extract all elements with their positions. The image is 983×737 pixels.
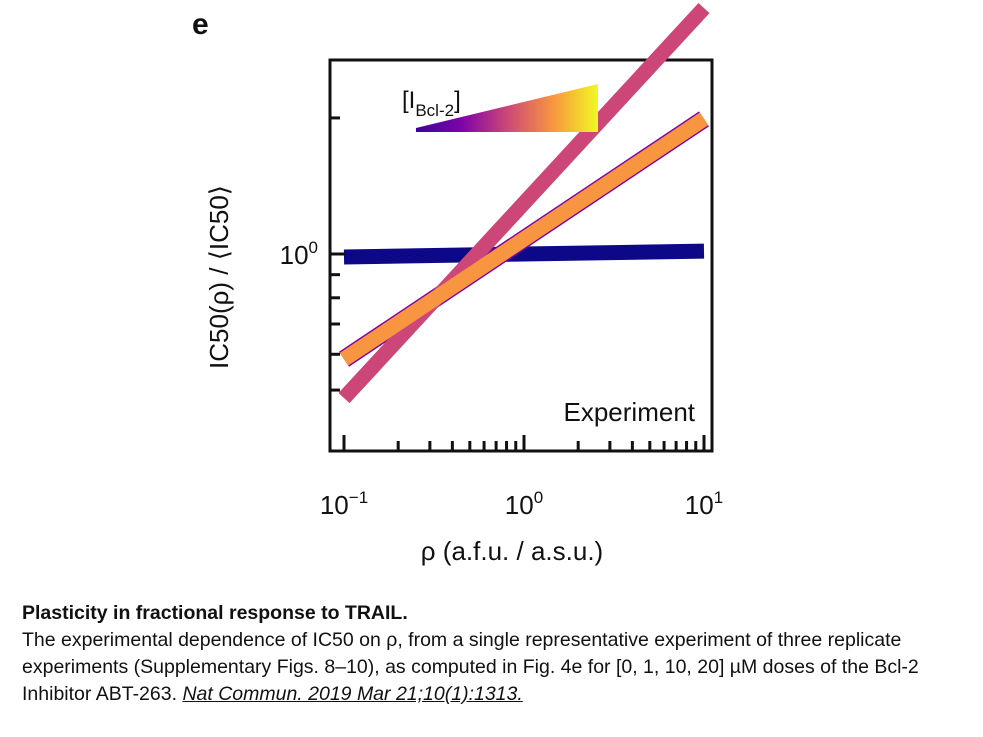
chart: 10−1 100 101 100 IC50(ρ) / ⟨IC50⟩ [IBcl-2] E…: [204, 2, 723, 566]
axis-layer: 10−1 100 101 100 IC50(ρ) / ⟨IC50⟩: [204, 116, 723, 520]
x-tick-label: 101: [685, 488, 723, 520]
x-tick-label: 10−1: [320, 488, 368, 520]
series-low-line: [343, 243, 705, 265]
y-tick-label: 100: [280, 238, 318, 270]
legend: [IBcl-2]: [402, 84, 598, 132]
caption-citation: Nat Commun. 2019 Mar 21;10(1):1313.: [182, 683, 523, 705]
legend-label: [IBcl-2]: [402, 87, 461, 120]
caption-body: The experimental dependence of IC50 on ρ…: [22, 629, 919, 705]
series-high-line-top: [339, 112, 709, 366]
panel-label: e: [192, 8, 209, 41]
figure-caption: Plasticity in fractional response to TRA…: [22, 600, 972, 708]
caption-title: Plasticity in fractional response to TRA…: [22, 602, 408, 624]
x-tick-label: 100: [505, 488, 543, 520]
y-axis-label: IC50(ρ) / ⟨IC50⟩: [204, 185, 234, 369]
series-mid-line: [338, 2, 710, 404]
dose-gradient-wedge: [416, 84, 598, 132]
series-layer: [338, 2, 710, 404]
x-axis-label: ρ (a.f.u. / a.s.u.): [421, 536, 603, 566]
annotation-experiment: Experiment: [564, 397, 696, 427]
